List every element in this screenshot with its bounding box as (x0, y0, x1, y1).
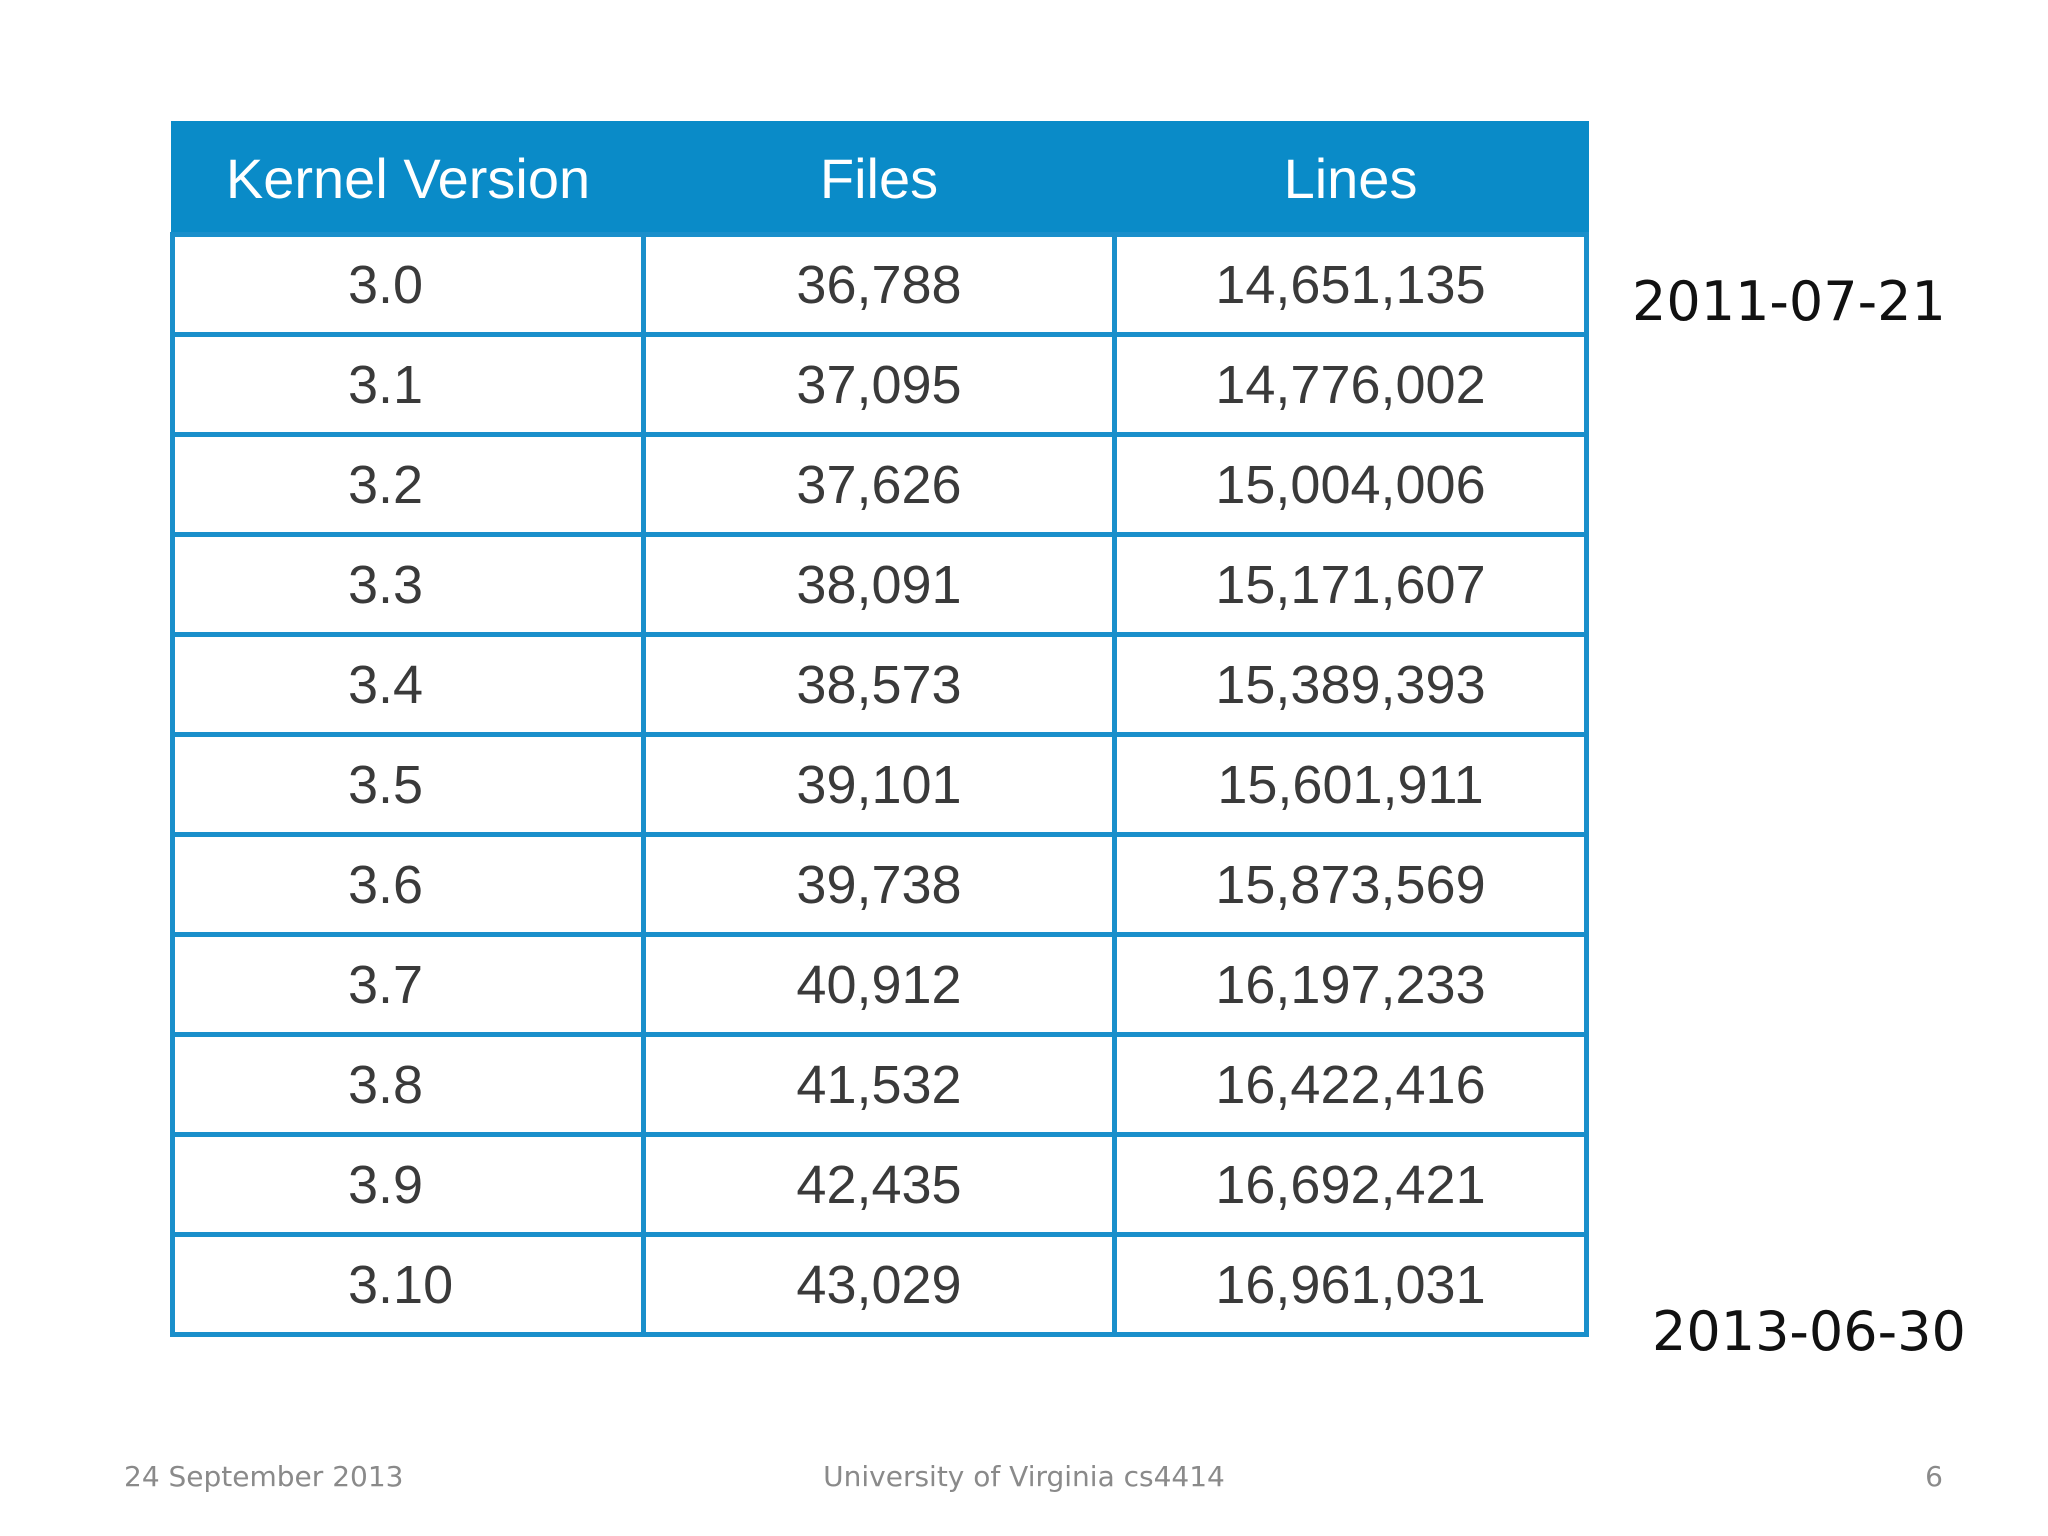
table-row: 3.0 36,788 14,651,135 (170, 232, 1589, 337)
kernel-version-cell: 3.5 (170, 732, 646, 837)
files-cell: 36,788 (641, 232, 1117, 337)
table-row: 3.4 38,573 15,389,393 (170, 632, 1589, 737)
lines-cell: 15,601,911 (1112, 732, 1589, 837)
lines-cell: 14,776,002 (1112, 332, 1589, 437)
table-header-row: Kernel Version Files Lines (170, 121, 1589, 237)
lines-cell: 16,961,031 (1112, 1232, 1589, 1337)
kernel-version-cell: 3.7 (170, 932, 646, 1037)
files-cell: 39,101 (641, 732, 1117, 837)
footer-date: 24 September 2013 (124, 1460, 404, 1493)
lines-cell: 16,197,233 (1112, 932, 1589, 1037)
kernel-version-cell: 3.1 (170, 332, 646, 437)
lines-cell: 15,389,393 (1112, 632, 1589, 737)
header-files: Files (641, 121, 1117, 237)
kernel-version-cell: 3.4 (170, 632, 646, 737)
table-row: 3.1 37,095 14,776,002 (170, 332, 1589, 437)
table-row: 3.8 41,532 16,422,416 (170, 1032, 1589, 1137)
table-row: 3.7 40,912 16,197,233 (170, 932, 1589, 1037)
lines-cell: 15,004,006 (1112, 432, 1589, 537)
end-date-label: 2013-06-30 (1652, 1300, 1966, 1363)
table-row: 3.10 43,029 16,961,031 (170, 1232, 1589, 1337)
start-date-label: 2011-07-21 (1632, 270, 1946, 333)
kernel-version-cell: 3.9 (170, 1132, 646, 1237)
files-cell: 40,912 (641, 932, 1117, 1037)
lines-cell: 15,171,607 (1112, 532, 1589, 637)
table-row: 3.3 38,091 15,171,607 (170, 532, 1589, 637)
lines-cell: 15,873,569 (1112, 832, 1589, 937)
kernel-version-cell: 3.8 (170, 1032, 646, 1137)
files-cell: 43,029 (641, 1232, 1117, 1337)
files-cell: 37,626 (641, 432, 1117, 537)
footer-page-number: 6 (1925, 1460, 1943, 1493)
footer-course: University of Virginia cs4414 (823, 1460, 1225, 1493)
table-row: 3.2 37,626 15,004,006 (170, 432, 1589, 537)
files-cell: 38,091 (641, 532, 1117, 637)
header-lines: Lines (1112, 121, 1589, 237)
kernel-version-cell: 3.2 (170, 432, 646, 537)
table-row: 3.9 42,435 16,692,421 (170, 1132, 1589, 1237)
files-cell: 38,573 (641, 632, 1117, 737)
kernel-version-cell: 3.3 (170, 532, 646, 637)
files-cell: 37,095 (641, 332, 1117, 437)
header-kernel-version: Kernel Version (170, 121, 646, 237)
files-cell: 39,738 (641, 832, 1117, 937)
lines-cell: 16,422,416 (1112, 1032, 1589, 1137)
kernel-version-cell: 3.6 (170, 832, 646, 937)
kernel-version-cell: 3.10 (170, 1232, 646, 1337)
lines-cell: 16,692,421 (1112, 1132, 1589, 1237)
kernel-version-cell: 3.0 (170, 232, 646, 337)
kernel-size-table: Kernel Version Files Lines 3.0 36,788 14… (170, 121, 1589, 1337)
files-cell: 42,435 (641, 1132, 1117, 1237)
lines-cell: 14,651,135 (1112, 232, 1589, 337)
table-row: 3.5 39,101 15,601,911 (170, 732, 1589, 837)
table-row: 3.6 39,738 15,873,569 (170, 832, 1589, 937)
files-cell: 41,532 (641, 1032, 1117, 1137)
